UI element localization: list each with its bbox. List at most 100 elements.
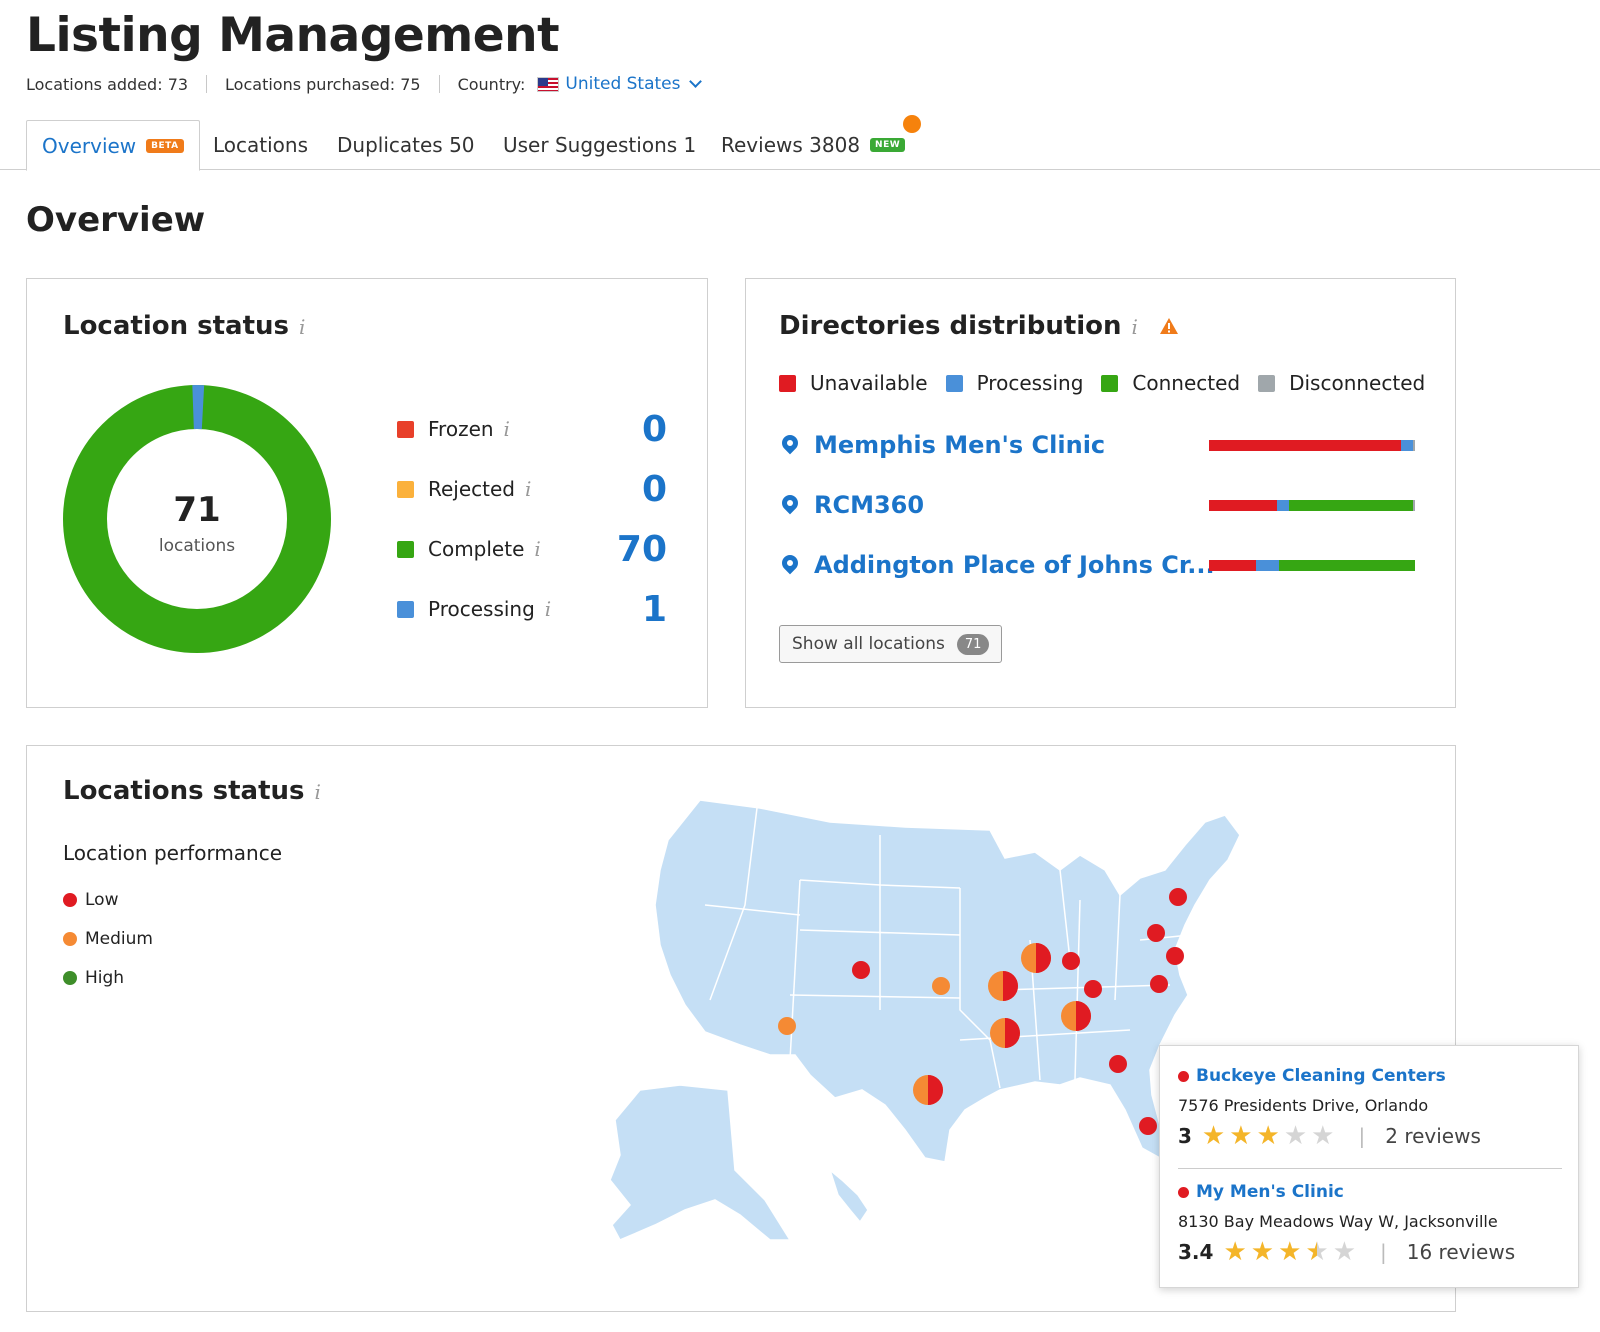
status-value[interactable]: 0 [641, 468, 667, 510]
tab-label: User Suggestions [503, 133, 678, 157]
info-icon[interactable]: i [1131, 315, 1138, 339]
country-selector[interactable]: United States [565, 74, 681, 94]
section-title: Overview [26, 200, 206, 240]
tooltip-address: 7576 Presidents Drive, Orlando [1178, 1096, 1429, 1115]
location-link[interactable]: Memphis Men's Clinic [814, 431, 1106, 459]
tooltip-entry: My Men's Clinic 8130 Bay Meadows Way W, … [1178, 1182, 1562, 1265]
tab-overview[interactable]: Overview BETA [26, 120, 200, 171]
legend-label: Medium [85, 929, 153, 949]
status-label: Rejected [428, 477, 516, 501]
info-icon[interactable]: i [314, 780, 321, 804]
location-link[interactable]: Addington Place of Johns Cr... [814, 551, 1215, 579]
info-icon[interactable]: i [525, 477, 532, 501]
complete-swatch [397, 540, 414, 558]
status-value[interactable]: 70 [616, 528, 667, 570]
location-link[interactable]: Buckeye Cleaning Centers [1196, 1066, 1446, 1086]
info-icon[interactable]: i [544, 597, 552, 621]
new-badge: NEW [870, 138, 906, 152]
directories-card: Directories distribution i Unavailable Pr… [745, 278, 1456, 708]
legend-medium: Medium [63, 929, 153, 949]
rejected-swatch [397, 480, 414, 498]
status-donut-chart: 71 locations [62, 385, 331, 653]
legend-label: Connected [1132, 371, 1241, 395]
status-row-complete: Complete i 70 [397, 527, 667, 571]
tab-user-suggestions[interactable]: User Suggestions 1 [503, 120, 696, 170]
status-row-rejected: Rejected i 0 [397, 467, 667, 511]
legend-label: High [85, 968, 125, 988]
distribution-bar [1209, 499, 1415, 511]
card-title-text: Locations status [63, 776, 305, 806]
location-pin-icon [778, 491, 802, 515]
connected-swatch [1101, 374, 1119, 392]
bar-segment-connected [1289, 499, 1413, 511]
bar-segment-processing [1256, 559, 1280, 571]
map-tooltip: Buckeye Cleaning Centers 7576 Presidents… [1159, 1045, 1579, 1288]
tooltip-rating: 3 ★ ★ ★ ★ ★ | 2 reviews [1178, 1123, 1562, 1149]
directory-location-row[interactable]: RCM360 [778, 485, 1415, 525]
divider: | [1358, 1124, 1366, 1148]
bar-segment-unavailable [1209, 439, 1401, 451]
chevron-down-icon[interactable] [688, 75, 702, 88]
location-link[interactable]: My Men's Clinic [1196, 1182, 1344, 1202]
status-value[interactable]: 1 [641, 588, 667, 630]
warning-icon[interactable] [1159, 317, 1179, 335]
directories-legend: Unavailable Processing Connected Disconn… [779, 371, 1443, 395]
bar-segment-unavailable [1209, 559, 1257, 571]
disconnected-swatch [1258, 374, 1276, 392]
legend-unavailable: Unavailable [779, 371, 928, 395]
status-value[interactable]: 0 [641, 408, 667, 450]
donut-total: 71 [173, 490, 220, 530]
distribution-bar [1209, 439, 1415, 451]
location-pin-icon [778, 431, 802, 455]
low-dot [1178, 1070, 1189, 1082]
locations-added: Locations added: 73 [26, 74, 189, 94]
card-title: Locations status i [63, 776, 321, 806]
status-label: Complete [428, 537, 525, 561]
star-icon: ★ [1250, 1237, 1275, 1267]
reviews-count[interactable]: 16 reviews [1406, 1240, 1516, 1264]
card-title: Location status i [63, 311, 305, 341]
bar-segment-unavailable [1209, 499, 1277, 511]
star-icon: ★ [1283, 1121, 1308, 1151]
star-icon: ★ [1332, 1237, 1356, 1267]
tab-label: Duplicates [337, 133, 443, 157]
location-link[interactable]: RCM360 [814, 491, 925, 519]
high-dot [63, 971, 77, 985]
reviews-count[interactable]: 2 reviews [1385, 1124, 1481, 1148]
star-icon: ★ [1256, 1121, 1280, 1151]
tooltip-location-name[interactable]: Buckeye Cleaning Centers [1178, 1066, 1562, 1086]
show-all-locations-button[interactable]: Show all locations 71 [779, 625, 1003, 663]
page-title: Listing Management [26, 8, 560, 63]
us-flag-icon [537, 76, 560, 92]
directory-location-row[interactable]: Memphis Men's Clinic [778, 425, 1415, 465]
tab-duplicates[interactable]: Duplicates 50 [337, 120, 475, 170]
country-label: Country: [457, 74, 526, 94]
medium-dot [63, 932, 77, 946]
info-icon[interactable]: i [299, 315, 306, 339]
rating-stars: ★ ★ ★ ★ ★ [1202, 1123, 1339, 1149]
bar-segment-processing [1400, 439, 1413, 451]
beta-badge: BETA [146, 138, 184, 153]
info-icon[interactable]: i [534, 537, 541, 561]
legend-processing: Processing [945, 371, 1083, 395]
status-label: Processing [428, 597, 535, 621]
tab-label: Overview [42, 133, 137, 158]
donut-processing-segment [62, 385, 331, 653]
star-icon: ★ [1305, 1237, 1329, 1267]
star-icon: ★ [1311, 1121, 1335, 1151]
directory-location-row[interactable]: Addington Place of Johns Cr... [778, 545, 1415, 585]
star-icon: ★ [1201, 1121, 1226, 1151]
bar-segment-disconnected [1412, 439, 1415, 451]
tooltip-location-name[interactable]: My Men's Clinic [1178, 1182, 1562, 1202]
bar-segment-processing [1276, 499, 1290, 511]
tooltip-divider [1178, 1168, 1562, 1169]
header-meta: Locations added: 73 Locations purchased:… [26, 74, 702, 94]
tab-locations[interactable]: Locations [213, 120, 308, 170]
tab-reviews[interactable]: Reviews 3808 NEW [721, 120, 906, 170]
divider: | [1380, 1240, 1387, 1264]
rating-score: 3 [1178, 1124, 1192, 1148]
info-icon[interactable]: i [503, 417, 510, 441]
location-status-card: Location status i 71 locations Frozen i 0 … [26, 278, 708, 708]
tab-count: 3808 [809, 133, 861, 157]
status-row-frozen: Frozen i 0 [397, 407, 667, 451]
